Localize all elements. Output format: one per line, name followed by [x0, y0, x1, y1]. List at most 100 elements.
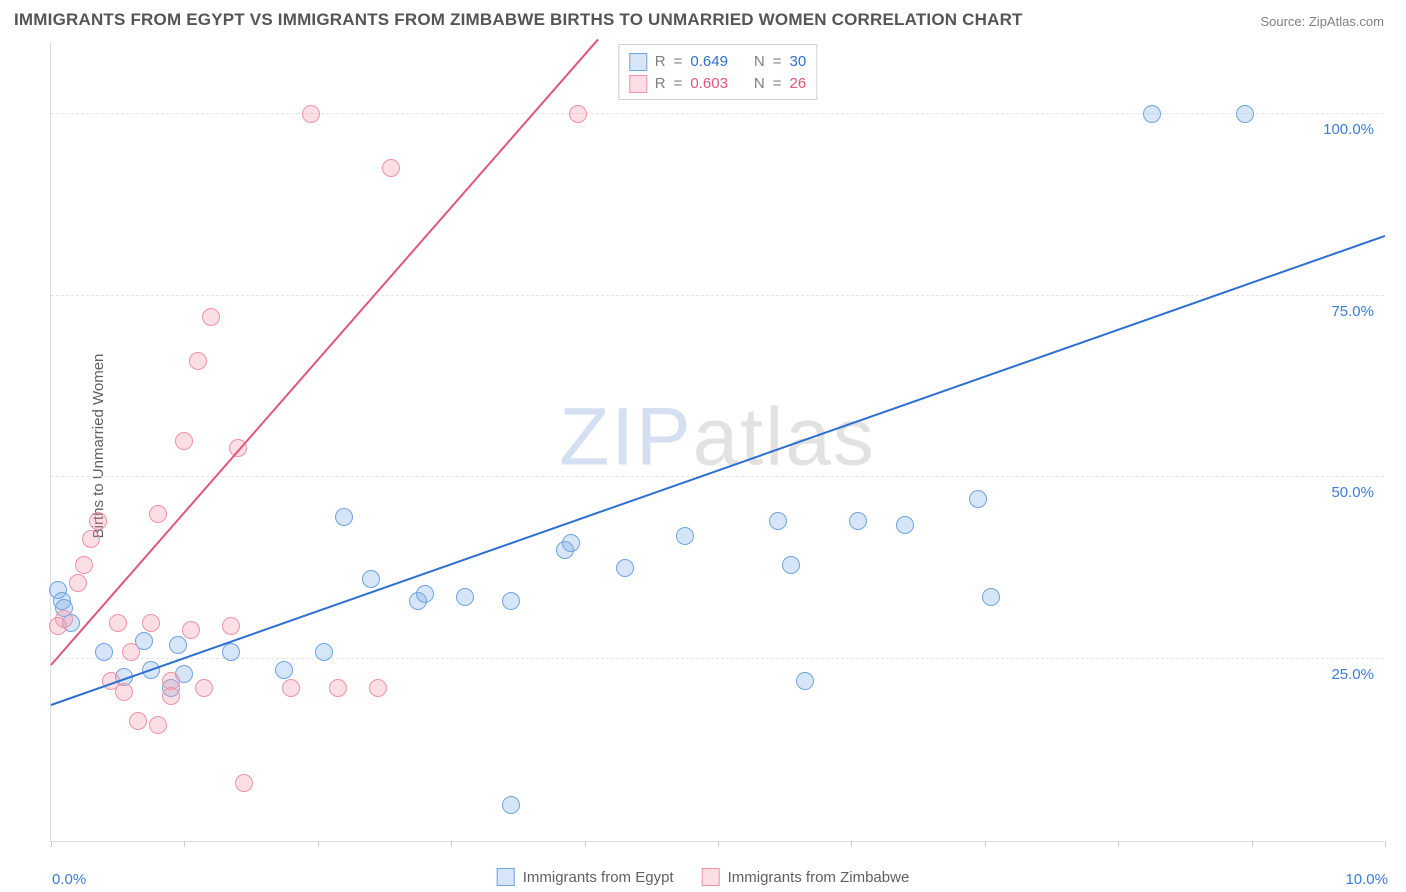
trend-line [50, 39, 598, 666]
data-point [782, 556, 800, 574]
equals-sign: = [674, 73, 683, 95]
r-value-zimbabwe: 0.603 [690, 73, 728, 95]
data-point [982, 588, 1000, 606]
data-point [302, 105, 320, 123]
x-axis-min-label: 0.0% [52, 871, 86, 888]
y-tick-label: 50.0% [1331, 484, 1374, 501]
data-point [562, 534, 580, 552]
data-point [569, 105, 587, 123]
legend-swatch-zimbabwe [702, 868, 720, 886]
trend-line [51, 235, 1386, 706]
data-point [169, 636, 187, 654]
legend-row: R = 0.603 N = 26 [629, 73, 806, 95]
legend-row: R = 0.649 N = 30 [629, 51, 806, 73]
source-attribution: Source: ZipAtlas.com [1260, 14, 1384, 29]
n-label: N [754, 73, 765, 95]
data-point [456, 588, 474, 606]
equals-sign: = [674, 51, 683, 73]
data-point [796, 672, 814, 690]
data-point [1236, 105, 1254, 123]
data-point [369, 679, 387, 697]
data-point [175, 432, 193, 450]
gridline [51, 113, 1384, 114]
data-point [769, 512, 787, 530]
data-point [122, 643, 140, 661]
data-point [195, 679, 213, 697]
data-point [382, 159, 400, 177]
gridline [51, 476, 1384, 477]
data-point [282, 679, 300, 697]
data-point [235, 774, 253, 792]
data-point [329, 679, 347, 697]
data-point [182, 621, 200, 639]
x-tick [718, 841, 719, 847]
n-value-egypt: 30 [790, 51, 807, 73]
data-point [969, 490, 987, 508]
chart-title: IMMIGRANTS FROM EGYPT VS IMMIGRANTS FROM… [14, 10, 1023, 30]
data-point [75, 556, 93, 574]
r-label: R [655, 73, 666, 95]
data-point [416, 585, 434, 603]
source-value: ZipAtlas.com [1309, 14, 1384, 29]
x-tick [851, 841, 852, 847]
source-label: Source: [1260, 14, 1308, 29]
y-tick-label: 100.0% [1323, 121, 1374, 138]
series-swatch-zimbabwe [629, 75, 647, 93]
data-point [89, 512, 107, 530]
x-tick [585, 841, 586, 847]
x-tick [51, 841, 52, 847]
data-point [676, 527, 694, 545]
data-point [222, 643, 240, 661]
x-tick [184, 841, 185, 847]
data-point [149, 716, 167, 734]
data-point [849, 512, 867, 530]
data-point [896, 516, 914, 534]
data-point [502, 796, 520, 814]
n-value-zimbabwe: 26 [790, 73, 807, 95]
watermark-part-1: ZIP [559, 391, 693, 482]
data-point [82, 530, 100, 548]
chart-plot-area: ZIPatlas R = 0.649 N = 30 R = 0.603 N = … [50, 42, 1384, 842]
x-tick [318, 841, 319, 847]
data-point [315, 643, 333, 661]
gridline [51, 295, 1384, 296]
r-label: R [655, 51, 666, 73]
data-point [69, 574, 87, 592]
data-point [502, 592, 520, 610]
equals-sign: = [773, 73, 782, 95]
data-point [189, 352, 207, 370]
data-point [109, 614, 127, 632]
x-tick [451, 841, 452, 847]
equals-sign: = [773, 51, 782, 73]
data-point [142, 614, 160, 632]
data-point [275, 661, 293, 679]
correlation-legend: R = 0.649 N = 30 R = 0.603 N = 26 [618, 44, 817, 100]
data-point [95, 643, 113, 661]
legend-item-zimbabwe: Immigrants from Zimbabwe [702, 868, 910, 886]
x-axis-max-label: 10.0% [1345, 871, 1388, 888]
legend-label-egypt: Immigrants from Egypt [523, 869, 674, 886]
x-tick [985, 841, 986, 847]
data-point [362, 570, 380, 588]
x-tick [1118, 841, 1119, 847]
series-legend: Immigrants from Egypt Immigrants from Zi… [497, 868, 910, 886]
data-point [222, 617, 240, 635]
data-point [55, 610, 73, 628]
series-swatch-egypt [629, 53, 647, 71]
gridline [51, 658, 1384, 659]
data-point [162, 687, 180, 705]
data-point [1143, 105, 1161, 123]
y-tick-label: 25.0% [1331, 666, 1374, 683]
data-point [616, 559, 634, 577]
legend-label-zimbabwe: Immigrants from Zimbabwe [728, 869, 910, 886]
r-value-egypt: 0.649 [690, 51, 728, 73]
data-point [115, 683, 133, 701]
data-point [129, 712, 147, 730]
x-tick [1252, 841, 1253, 847]
x-tick [1385, 841, 1386, 847]
data-point [335, 508, 353, 526]
data-point [202, 308, 220, 326]
y-tick-label: 75.0% [1331, 303, 1374, 320]
n-label: N [754, 51, 765, 73]
legend-item-egypt: Immigrants from Egypt [497, 868, 674, 886]
